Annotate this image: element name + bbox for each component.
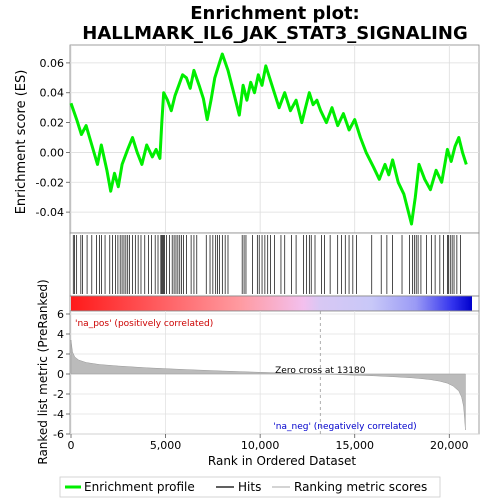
hit-lines [72, 235, 462, 294]
chart-legend: Enrichment profile Hits Ranking metric s… [59, 476, 441, 498]
metric-y-ticks: -6 -4 -2 0 2 4 6 [53, 308, 70, 441]
es-y-axis-label: Enrichment score (ES) [14, 70, 29, 215]
x-tick-label: 20,000 [430, 439, 469, 452]
chart-title: Enrichment plot: [190, 3, 360, 24]
x-tick-label: 5,000 [150, 439, 182, 452]
es-tick-label: 0.04 [40, 87, 65, 100]
es-tick-label: -0.02 [36, 176, 64, 189]
metric-tick-label: -6 [53, 428, 64, 441]
rank-gradient-bar [71, 296, 472, 311]
metric-panel: Zero cross at 13180 'na_pos' (positively… [36, 279, 480, 468]
legend-box [59, 476, 441, 498]
x-axis-label: Rank in Ordered Dataset [208, 454, 356, 468]
es-tick-label: 0.00 [40, 146, 65, 159]
es-tick-label: 0.06 [40, 57, 65, 70]
es-panel: -0.04 -0.02 0.00 0.02 0.04 0.06 Enrichment sc… [14, 44, 480, 234]
metric-tick-label: 6 [57, 308, 64, 321]
negative-correlation-label: 'na_neg' (negatively correlated) [273, 422, 416, 432]
metric-tick-label: 2 [57, 348, 64, 361]
x-tick-label: 0 [68, 439, 75, 452]
legend-label-enrichment: Enrichment profile [84, 480, 195, 494]
metric-tick-label: -4 [53, 408, 64, 421]
es-y-ticks: -0.04 -0.02 0.00 0.02 0.04 0.06 [36, 57, 70, 219]
metric-y-axis-label: Ranked list metric (PreRanked) [36, 279, 50, 464]
zero-cross-label: Zero cross at 13180 [275, 366, 366, 376]
legend-label-hits: Hits [238, 480, 261, 494]
metric-tick-label: 4 [57, 328, 64, 341]
chart-subtitle: HALLMARK_IL6_JAK_STAT3_SIGNALING [82, 23, 467, 44]
legend-label-metric: Ranking metric scores [294, 480, 427, 494]
metric-gridlines [70, 311, 479, 435]
hits-panel [69, 232, 480, 297]
x-tick-label: 15,000 [335, 439, 374, 452]
positive-correlation-label: 'na_pos' (positively correlated) [75, 319, 213, 329]
metric-tick-label: -2 [53, 388, 64, 401]
es-plot-area [69, 44, 480, 234]
x-tick-label: 10,000 [241, 439, 280, 452]
metric-tick-label: 0 [57, 368, 64, 381]
es-tick-label: -0.04 [36, 206, 64, 219]
es-tick-label: 0.02 [40, 117, 65, 130]
ranking-metric-area [70, 339, 466, 431]
enrichment-profile-line [69, 52, 468, 226]
rank-color-bar [69, 295, 480, 312]
x-axis-ticks: 0 5,000 10,000 15,000 20,000 [68, 434, 469, 452]
